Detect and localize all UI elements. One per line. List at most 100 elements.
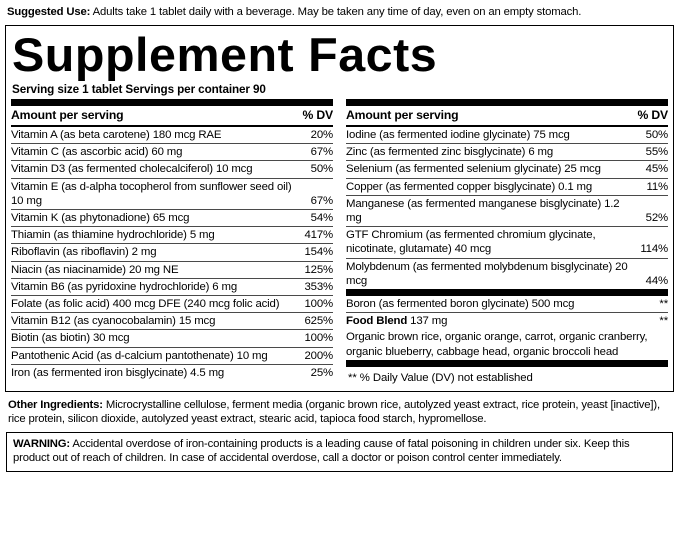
nutrient-rows-left: Vitamin A (as beta carotene) 180 mcg RAE… (11, 127, 333, 382)
nutrient-dv: 154% (304, 243, 333, 262)
table-row: Folate (as folic acid) 400 mcg DFE (240 … (11, 295, 333, 313)
boron-name: Boron (as fermented boron glycinate) 500… (346, 298, 575, 311)
table-row: Iodine (as fermented iodine glycinate) 7… (346, 127, 668, 144)
nutrient-name: Biotin (as biotin) 30 mcg (11, 329, 305, 348)
warning-box: WARNING: Accidental overdose of iron-con… (6, 431, 673, 473)
nutrient-name: Pantothenic Acid (as d-calcium pantothen… (11, 346, 305, 365)
nutrient-dv: 11% (640, 177, 668, 196)
other-ingredients-text: Microcrystalline cellulose, ferment medi… (8, 398, 660, 426)
table-row: Zinc (as fermented zinc bisglycinate) 6 … (346, 143, 668, 161)
nutrient-dv: 67% (304, 143, 333, 161)
suggested-use-text: Adults take 1 tablet daily with a bevera… (92, 6, 582, 18)
nutrient-rows-right: Iodine (as fermented iodine glycinate) 7… (346, 127, 668, 290)
other-ingredients-label: Other Ingredients: (8, 398, 103, 411)
nutrient-dv: 45% (640, 160, 668, 179)
column-top-bar-left (11, 99, 333, 106)
nutrient-name: Molybdenum (as fermented molybdenum bisg… (346, 257, 641, 290)
header-amount-per-serving: Amount per serving (346, 108, 459, 122)
food-blend-dv: ** (659, 312, 668, 330)
warning-label: WARNING: (13, 437, 70, 450)
table-row: Pantothenic Acid (as d-calcium pantothen… (11, 346, 333, 365)
table-row: Vitamin B12 (as cyanocobalamin) 15 mcg 6… (11, 312, 333, 330)
table-row: Biotin (as biotin) 30 mcg 100% (11, 329, 333, 348)
nutrient-dv: 52% (640, 194, 668, 227)
nutrient-name: Vitamin A (as beta carotene) 180 mcg RAE (11, 129, 222, 141)
table-row: GTF Chromium (as fermented chromium glyc… (346, 226, 668, 259)
table-row: Food Blend 137 mg ** (346, 312, 668, 330)
nutrient-dv: 67% (304, 177, 333, 210)
nutrient-column-left: Amount per serving % DV Vitamin A (as be… (11, 99, 333, 382)
nutrient-name: Iodine (as fermented iodine glycinate) 7… (346, 129, 570, 141)
nutrient-dv: 100% (304, 329, 333, 348)
table-row: Selenium (as fermented selenium glycinat… (346, 160, 668, 179)
warning-text: Accidental overdose of iron-containing p… (13, 437, 630, 465)
header-percent-dv: % DV (637, 108, 668, 122)
table-row: Vitamin D3 (as fermented cholecalciferol… (11, 160, 333, 179)
suggested-use-line: Suggested Use: Adults take 1 tablet dail… (4, 0, 675, 25)
supplement-facts-panel: Supplement Facts Serving size 1 tablet S… (5, 25, 674, 392)
table-row: Riboflavin (as riboflavin) 2 mg 154% (11, 243, 333, 262)
table-row: Organic brown rice, organic orange, carr… (346, 329, 668, 359)
table-row: Vitamin K (as phytonadione) 65 mcg 54% (11, 209, 333, 227)
table-header-row: Amount per serving % DV (11, 106, 333, 125)
table-row: Vitamin E (as d-alpha tocopherol from su… (11, 177, 333, 210)
table-row: Vitamin C (as ascorbic acid) 60 mg 67% (11, 143, 333, 161)
table-row: Vitamin A (as beta carotene) 180 mcg RAE… (11, 127, 333, 144)
nutrient-dv: 100% (304, 295, 333, 313)
nutrient-name: Niacin (as niacinamide) 20 mg NE (11, 260, 305, 279)
nutrient-dv: 417% (304, 226, 333, 244)
nutrient-name: Iron (as fermented iron bisglycinate) 4.… (11, 363, 305, 382)
boron-section-divider (346, 289, 668, 297)
boron-and-blend-table: Boron (as fermented boron glycinate) 500… (346, 296, 668, 360)
nutrient-dv: 44% (640, 257, 668, 290)
header-rule-left (11, 125, 333, 127)
nutrient-table-right: Amount per serving % DV (346, 106, 668, 125)
table-header-row: Amount per serving % DV (346, 106, 668, 125)
table-row: Boron (as fermented boron glycinate) 500… (346, 296, 668, 313)
nutrient-dv: 20% (310, 129, 334, 141)
nutrient-name: Thiamin (as thiamine hydrochloride) 5 mg (11, 226, 305, 244)
column-top-bar-right (346, 99, 668, 106)
nutrient-name: Folate (as folic acid) 400 mcg DFE (240 … (11, 295, 305, 313)
table-row: Iron (as fermented iron bisglycinate) 4.… (11, 363, 333, 382)
nutrient-name: Copper (as fermented copper bisglycinate… (346, 177, 641, 196)
nutrient-dv: 200% (304, 346, 333, 365)
nutrient-name: Vitamin B12 (as cyanocobalamin) 15 mcg (11, 312, 305, 330)
header-percent-dv: % DV (302, 108, 333, 122)
nutrient-column-right: Amount per serving % DV Iodine (as ferme… (346, 99, 668, 387)
nutrient-name: Vitamin C (as ascorbic acid) 60 mg (11, 143, 305, 161)
nutrient-name: Selenium (as fermented selenium glycinat… (346, 160, 641, 179)
nutrient-dv: 114% (640, 226, 668, 259)
nutrient-dv: 50% (645, 129, 669, 141)
boron-dv: ** (659, 298, 668, 311)
table-row: Thiamin (as thiamine hydrochloride) 5 mg… (11, 226, 333, 244)
nutrient-dv: 55% (640, 143, 668, 161)
nutrient-name: GTF Chromium (as fermented chromium glyc… (346, 226, 641, 259)
header-rule-right (346, 125, 668, 127)
table-row: Molybdenum (as fermented molybdenum bisg… (346, 257, 668, 290)
nutrient-dv: 25% (304, 363, 333, 382)
header-amount-per-serving: Amount per serving (11, 108, 124, 122)
nutrient-name: Vitamin D3 (as fermented cholecalciferol… (11, 160, 305, 179)
table-row: Copper (as fermented copper bisglycinate… (346, 177, 668, 196)
supplement-facts-title: Supplement Facts (12, 28, 438, 81)
other-ingredients-section: Other Ingredients: Microcrystalline cell… (4, 392, 675, 432)
nutrient-name: Manganese (as fermented manganese bisgly… (346, 194, 641, 227)
food-blend-label: Food Blend (346, 315, 408, 328)
nutrient-name: Vitamin K (as phytonadione) 65 mcg (11, 209, 305, 227)
nutrient-name: Vitamin E (as d-alpha tocopherol from su… (11, 177, 305, 210)
nutrient-name: Zinc (as fermented zinc bisglycinate) 6 … (346, 143, 641, 161)
nutrient-columns: Amount per serving % DV Vitamin A (as be… (11, 99, 668, 387)
food-blend-row: Food Blend 137 mg (346, 312, 660, 330)
nutrient-dv: 353% (304, 277, 333, 296)
dv-footnote: ** % Daily Value (DV) not established (348, 371, 533, 384)
food-blend-ingredients: Organic brown rice, organic orange, carr… (346, 331, 648, 358)
footnote-divider (346, 359, 668, 367)
table-row: Niacin (as niacinamide) 20 mg NE 125% (11, 260, 333, 279)
suggested-use-label: Suggested Use: (7, 6, 91, 18)
serving-size-line: Serving size 1 tablet Servings per conta… (12, 83, 266, 96)
nutrient-dv: 125% (304, 260, 333, 279)
table-row: Vitamin B6 (as pyridoxine hydrochloride)… (11, 277, 333, 296)
nutrient-name: Vitamin B6 (as pyridoxine hydrochloride)… (11, 277, 305, 296)
